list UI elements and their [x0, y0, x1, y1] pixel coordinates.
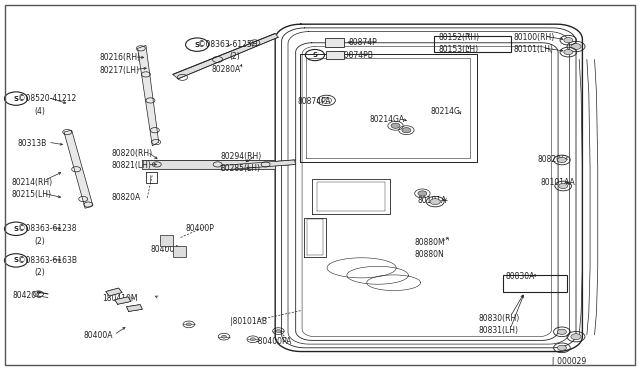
- Polygon shape: [138, 45, 159, 146]
- Polygon shape: [221, 160, 296, 170]
- Bar: [434, 36, 511, 52]
- Bar: [503, 275, 567, 292]
- Text: 80830(RH): 80830(RH): [479, 314, 520, 323]
- Text: 80153(LH): 80153(LH): [438, 45, 479, 54]
- Polygon shape: [142, 160, 275, 169]
- Text: 80821(LH): 80821(LH): [112, 161, 152, 170]
- Circle shape: [186, 323, 191, 326]
- Text: 80880N: 80880N: [415, 250, 444, 259]
- Circle shape: [402, 128, 411, 133]
- Text: ©08363-6163B: ©08363-6163B: [18, 256, 77, 265]
- Text: 80820(RH): 80820(RH): [112, 149, 153, 158]
- Text: 180410M: 180410M: [102, 294, 138, 303]
- Circle shape: [391, 123, 400, 128]
- Text: ©08520-41212: ©08520-41212: [18, 94, 76, 103]
- Text: 80214G: 80214G: [430, 107, 460, 116]
- Text: 80100(RH): 80100(RH): [513, 33, 554, 42]
- Bar: [325, 38, 344, 46]
- Circle shape: [571, 44, 581, 49]
- Polygon shape: [173, 33, 278, 79]
- Circle shape: [557, 345, 566, 350]
- Circle shape: [221, 335, 227, 338]
- Circle shape: [276, 330, 281, 333]
- Text: ©08363-6125H: ©08363-6125H: [198, 40, 258, 49]
- Circle shape: [250, 338, 255, 341]
- Text: 80215(LH): 80215(LH): [12, 190, 51, 199]
- Text: ©08363-61238: ©08363-61238: [18, 224, 76, 233]
- Circle shape: [564, 49, 573, 55]
- Text: S: S: [195, 42, 200, 48]
- Text: S: S: [13, 226, 19, 232]
- Text: 80420C: 80420C: [13, 291, 42, 300]
- Polygon shape: [106, 288, 122, 296]
- Text: S: S: [13, 257, 19, 263]
- Circle shape: [557, 157, 566, 163]
- Circle shape: [418, 191, 427, 196]
- Text: 80874PA: 80874PA: [298, 97, 331, 106]
- Text: 80313B: 80313B: [18, 139, 47, 148]
- Text: 80214(RH): 80214(RH): [12, 178, 52, 187]
- Text: 80820C: 80820C: [538, 155, 567, 164]
- Circle shape: [430, 199, 440, 205]
- Text: 80880M: 80880M: [415, 238, 445, 247]
- Text: (2): (2): [229, 52, 240, 61]
- Text: 80214GA: 80214GA: [370, 115, 405, 124]
- Text: 80400A: 80400A: [83, 331, 113, 340]
- Text: 80280A: 80280A: [211, 65, 241, 74]
- Text: -80400PA: -80400PA: [256, 337, 292, 346]
- Text: (2): (2): [34, 268, 45, 277]
- Text: S: S: [312, 52, 317, 58]
- Circle shape: [564, 38, 573, 43]
- Text: 80101(LH): 80101(LH): [513, 45, 553, 54]
- Text: 80831(LH): 80831(LH): [479, 326, 519, 335]
- Text: 80400P: 80400P: [186, 224, 214, 233]
- Text: 80101AA: 80101AA: [541, 178, 575, 187]
- Text: 80285(LH): 80285(LH): [221, 164, 261, 173]
- Text: 80874PB: 80874PB: [339, 51, 373, 60]
- Circle shape: [559, 183, 568, 189]
- Text: (4): (4): [34, 107, 45, 116]
- Text: 80400A: 80400A: [150, 246, 180, 254]
- Polygon shape: [127, 305, 142, 311]
- Text: 80152(RH): 80152(RH): [438, 33, 479, 42]
- Text: (2): (2): [34, 237, 45, 246]
- Text: 80830A: 80830A: [506, 272, 535, 280]
- Bar: [326, 51, 344, 59]
- Text: 80217(LH): 80217(LH): [99, 66, 140, 75]
- Bar: [160, 235, 173, 246]
- Bar: [173, 246, 186, 257]
- Text: 80294(RH): 80294(RH): [221, 153, 262, 161]
- Text: 80874P: 80874P: [349, 38, 378, 47]
- Polygon shape: [115, 297, 131, 304]
- Text: 80820A: 80820A: [112, 193, 141, 202]
- Text: S: S: [13, 96, 19, 102]
- Circle shape: [557, 329, 566, 334]
- Polygon shape: [64, 130, 93, 208]
- Text: 80101A: 80101A: [417, 196, 447, 205]
- Circle shape: [571, 334, 581, 340]
- Text: 80216(RH): 80216(RH): [99, 53, 140, 62]
- Text: |80101AB: |80101AB: [230, 317, 268, 326]
- Text: J_000029: J_000029: [552, 357, 587, 366]
